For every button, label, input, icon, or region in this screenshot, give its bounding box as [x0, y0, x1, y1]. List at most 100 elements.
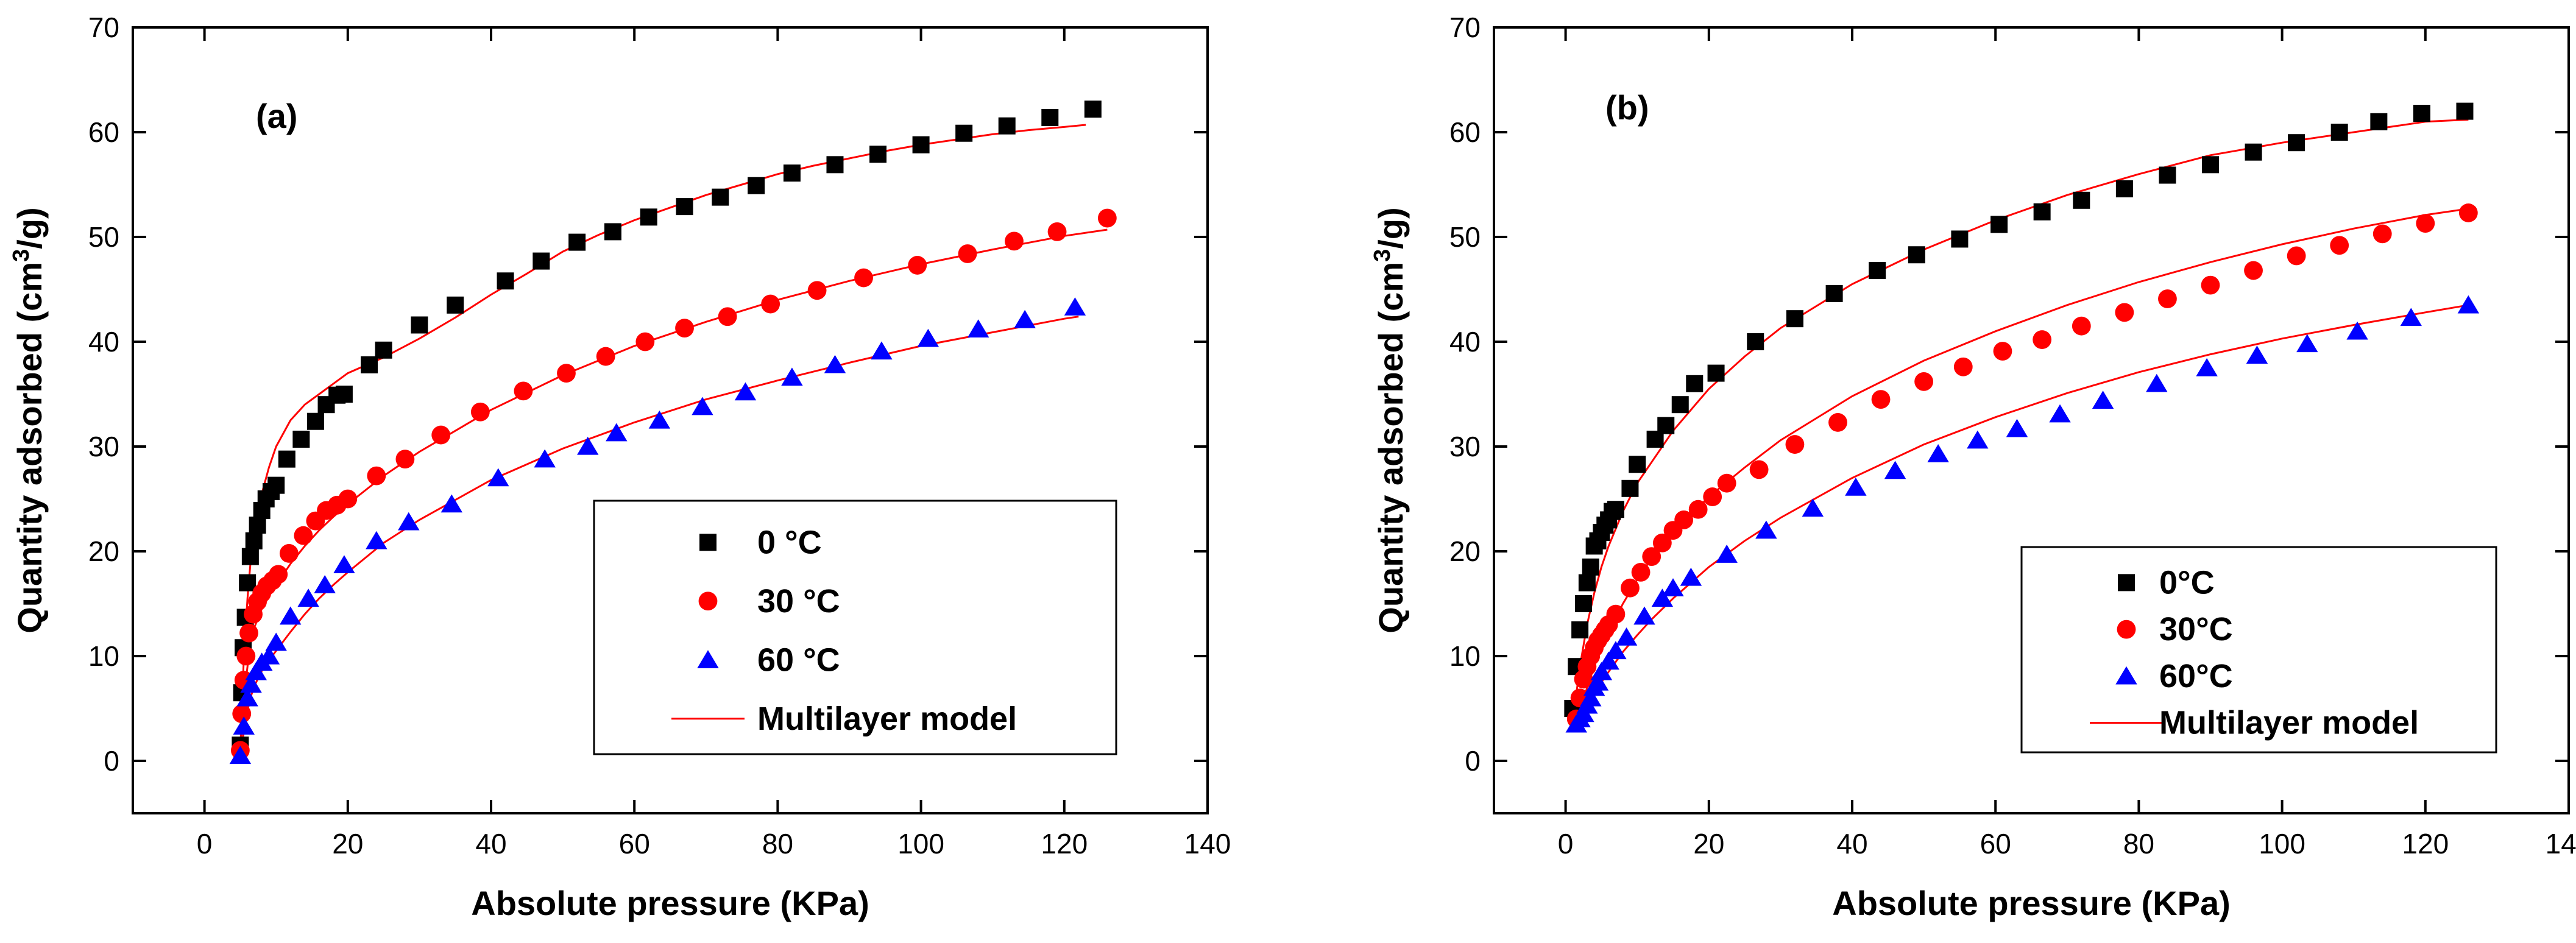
- y-tick-label: 70: [88, 12, 119, 43]
- data-point: [487, 468, 509, 487]
- data-point: [1749, 460, 1769, 479]
- data-point: [2288, 134, 2305, 152]
- x-axis-label: Absolute pressure (KPa): [471, 884, 869, 922]
- data-point: [1621, 578, 1640, 598]
- data-point: [1631, 563, 1651, 582]
- data-point: [1084, 101, 1102, 118]
- data-point: [2092, 390, 2114, 409]
- data-point: [908, 256, 927, 275]
- data-point: [411, 316, 428, 334]
- panel-label: (b): [1605, 88, 1649, 127]
- data-point: [1953, 357, 1973, 376]
- data-point: [2400, 308, 2422, 327]
- data-point: [447, 296, 464, 314]
- legend-marker: [2115, 666, 2137, 685]
- data-point: [297, 588, 319, 607]
- data-point: [1097, 208, 1117, 228]
- x-tick-label: 60: [1980, 828, 2011, 860]
- data-point: [1747, 333, 1764, 350]
- data-point: [1869, 262, 1886, 280]
- y-tick-label: 20: [88, 535, 119, 567]
- y-tick-label: 20: [1449, 535, 1481, 567]
- data-point: [1688, 500, 1708, 519]
- data-point: [333, 555, 355, 574]
- data-point: [249, 517, 266, 534]
- data-point: [955, 124, 973, 142]
- data-point: [781, 367, 803, 386]
- data-point: [292, 430, 310, 448]
- data-point: [1041, 108, 1059, 126]
- legend-label: 30 °C: [757, 583, 840, 620]
- data-point: [239, 623, 258, 643]
- data-point: [1590, 662, 1613, 680]
- series-2: [1565, 295, 2480, 733]
- data-point: [557, 364, 576, 383]
- data-point: [245, 662, 267, 680]
- y-tick-label: 30: [1449, 431, 1481, 462]
- y-tick-label: 40: [1449, 326, 1481, 358]
- data-point: [258, 646, 280, 665]
- data-point: [280, 606, 302, 625]
- data-point: [314, 574, 336, 593]
- panel-a: 0 20 40 60 80 100 120 140 0 10 20 30 40 50 60 70 Absolut…: [9, 12, 1231, 922]
- data-point: [2196, 358, 2218, 376]
- plot-frame: [1493, 26, 2570, 814]
- data-point: [1674, 510, 1694, 529]
- data-point: [1914, 372, 1934, 391]
- data-point: [267, 476, 285, 494]
- data-point: [240, 674, 262, 693]
- legend-label: 60 °C: [757, 641, 840, 678]
- data-point: [604, 223, 621, 241]
- data-point: [1871, 390, 1891, 409]
- legend-box: [593, 500, 1117, 755]
- data-point: [606, 423, 628, 442]
- y-tick-label: 50: [1449, 221, 1481, 253]
- data-point: [265, 632, 287, 651]
- data-point: [232, 704, 252, 723]
- data-point: [1605, 641, 1627, 660]
- data-point: [2296, 334, 2318, 353]
- data-point: [1578, 574, 1596, 592]
- data-point: [1717, 473, 1736, 493]
- data-point: [734, 382, 757, 401]
- x-tick-label: 100: [897, 828, 944, 860]
- x-tick-label: 80: [762, 828, 793, 860]
- data-point: [2458, 203, 2478, 222]
- data-point: [675, 319, 694, 338]
- x-tick-label: 0: [197, 828, 213, 860]
- data-point: [2346, 321, 2368, 340]
- data-point: [958, 244, 977, 263]
- data-point: [497, 272, 514, 290]
- x-tick-label: 100: [2259, 828, 2305, 860]
- data-point: [648, 410, 671, 429]
- data-point: [1755, 520, 1777, 539]
- data-point: [1845, 477, 1867, 496]
- data-point: [1005, 231, 1024, 251]
- y-tick-label: 0: [1465, 745, 1481, 777]
- x-tick-label: 0: [1558, 828, 1574, 860]
- data-point: [2049, 404, 2071, 423]
- data-point: [2201, 275, 2220, 295]
- data-point: [375, 341, 392, 359]
- series-0: [1564, 102, 2474, 717]
- data-point: [1662, 578, 1684, 596]
- data-point: [1064, 297, 1086, 316]
- legend-label: 30°C: [2159, 611, 2233, 648]
- data-point: [338, 489, 358, 509]
- data-point: [998, 117, 1016, 135]
- data-point: [1828, 413, 1847, 432]
- data-point: [1703, 487, 1722, 506]
- data-point: [233, 716, 255, 735]
- data-point: [1615, 627, 1638, 646]
- data-point: [2073, 191, 2090, 209]
- data-point: [2033, 330, 2052, 349]
- data-point: [236, 646, 256, 666]
- plot-frame: [132, 26, 1209, 814]
- y-axis-label: Quantity adsorbed (cm3/g): [1370, 207, 1410, 633]
- legend-box: [2020, 546, 2497, 754]
- data-point: [1651, 588, 1674, 607]
- data-point: [1908, 246, 1925, 264]
- panel-b: 0 20 40 60 80 100 120 140 0 10 20 30 40 50 60 70 Absolut…: [1370, 12, 2576, 922]
- data-point: [2457, 295, 2480, 314]
